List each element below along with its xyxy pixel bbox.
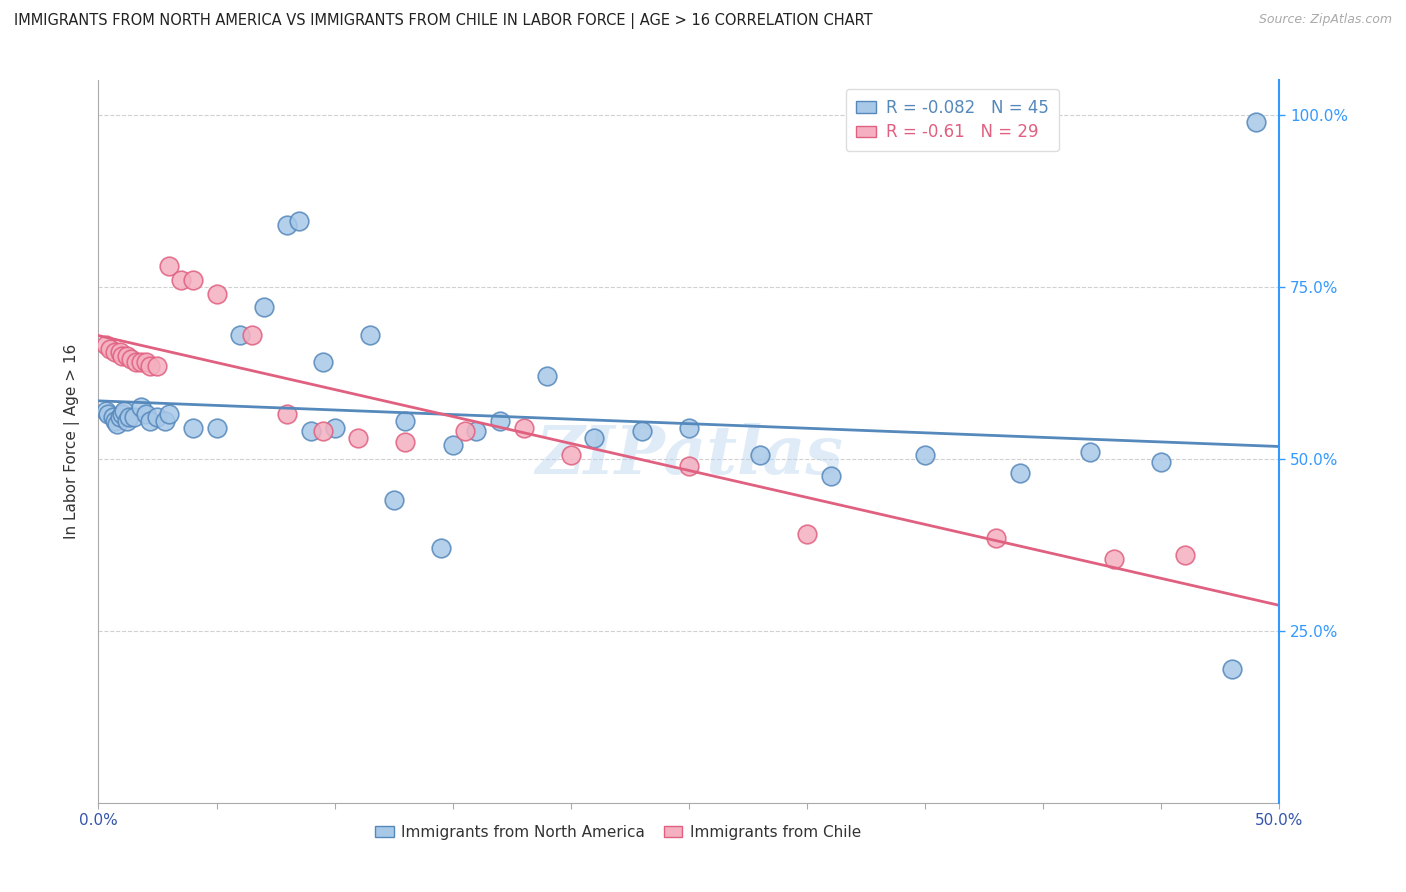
Point xyxy=(312,424,335,438)
Point xyxy=(359,327,381,342)
Point xyxy=(276,218,298,232)
Point xyxy=(157,407,180,421)
Point xyxy=(111,407,134,421)
Text: IMMIGRANTS FROM NORTH AMERICA VS IMMIGRANTS FROM CHILE IN LABOR FORCE | AGE > 16: IMMIGRANTS FROM NORTH AMERICA VS IMMIGRA… xyxy=(14,13,873,29)
Point xyxy=(276,407,298,421)
Point xyxy=(465,424,488,438)
Point xyxy=(1220,662,1243,676)
Point xyxy=(121,351,143,366)
Point xyxy=(108,410,131,425)
Point xyxy=(118,410,141,425)
Text: ZIPatlas: ZIPatlas xyxy=(536,424,842,489)
Point xyxy=(205,421,228,435)
Point xyxy=(101,410,124,425)
Point xyxy=(984,531,1007,545)
Point xyxy=(489,414,512,428)
Point xyxy=(323,421,346,435)
Point xyxy=(115,349,138,363)
Point xyxy=(94,338,117,352)
Point xyxy=(288,214,311,228)
Point xyxy=(796,527,818,541)
Point xyxy=(748,448,770,462)
Point xyxy=(1102,551,1125,566)
Point xyxy=(125,355,148,369)
Point xyxy=(560,448,582,462)
Point xyxy=(112,403,135,417)
Point xyxy=(536,369,558,384)
Point xyxy=(97,407,120,421)
Point xyxy=(347,431,370,445)
Point xyxy=(157,259,180,273)
Point xyxy=(394,414,416,428)
Point xyxy=(453,424,475,438)
Point xyxy=(630,424,652,438)
Point xyxy=(914,448,936,462)
Point xyxy=(181,273,204,287)
Point xyxy=(139,359,162,373)
Point xyxy=(115,414,138,428)
Point xyxy=(382,493,405,508)
Point xyxy=(1150,455,1173,469)
Text: Source: ZipAtlas.com: Source: ZipAtlas.com xyxy=(1258,13,1392,27)
Point xyxy=(153,414,176,428)
Point xyxy=(1080,445,1102,459)
Point xyxy=(104,414,127,428)
Point xyxy=(135,407,157,421)
Point xyxy=(312,355,335,369)
Point xyxy=(678,458,700,473)
Point xyxy=(205,286,228,301)
Point xyxy=(122,410,145,425)
Y-axis label: In Labor Force | Age > 16: In Labor Force | Age > 16 xyxy=(63,344,80,539)
Point xyxy=(129,400,152,414)
Point xyxy=(146,359,169,373)
Point xyxy=(105,417,128,432)
Legend: Immigrants from North America, Immigrants from Chile: Immigrants from North America, Immigrant… xyxy=(370,819,868,846)
Point xyxy=(108,345,131,359)
Point xyxy=(441,438,464,452)
Point xyxy=(820,469,842,483)
Point xyxy=(146,410,169,425)
Point xyxy=(253,301,276,315)
Point xyxy=(170,273,193,287)
Point xyxy=(129,355,152,369)
Point xyxy=(94,403,117,417)
Point xyxy=(111,349,134,363)
Point xyxy=(181,421,204,435)
Point xyxy=(299,424,322,438)
Point xyxy=(240,327,263,342)
Point xyxy=(98,342,121,356)
Point xyxy=(229,327,252,342)
Point xyxy=(1174,548,1197,562)
Point xyxy=(1008,466,1031,480)
Point xyxy=(135,355,157,369)
Point xyxy=(583,431,606,445)
Point xyxy=(512,421,534,435)
Point xyxy=(678,421,700,435)
Point xyxy=(394,434,416,449)
Point xyxy=(1244,114,1267,128)
Point xyxy=(139,414,162,428)
Point xyxy=(430,541,453,556)
Point xyxy=(104,345,127,359)
